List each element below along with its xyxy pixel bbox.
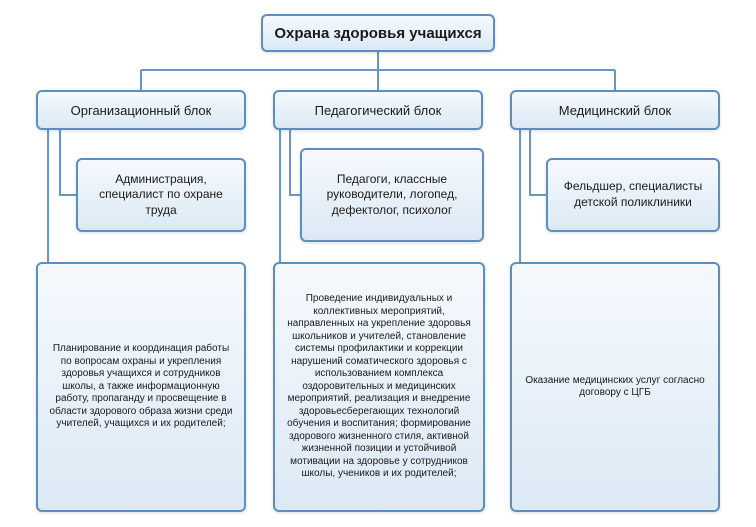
branch-header-label: Организационный блок (71, 103, 212, 118)
branch-detail-org: Планирование и координация работы по воп… (36, 262, 246, 512)
branch-header-ped: Педагогический блок (273, 90, 483, 130)
root-label: Охрана здоровья учащихся (274, 25, 481, 42)
branch-header-label: Медицинский блок (559, 103, 672, 118)
branch-detail-text: Проведение индивидуальных и коллективных… (285, 293, 473, 481)
branch-sub-org: Администрация, специалист по охране труд… (76, 158, 246, 232)
branch-detail-text: Планирование и координация работы по воп… (48, 343, 234, 431)
root-node: Охрана здоровья учащихся (261, 14, 495, 52)
branch-sub-med: Фельдшер, специалисты детской поликлиник… (546, 158, 720, 232)
branch-sub-label: Администрация, специалист по охране труд… (86, 172, 236, 219)
branch-header-label: Педагогический блок (315, 103, 442, 118)
branch-sub-label: Фельдшер, специалисты детской поликлиник… (556, 179, 710, 210)
branch-sub-ped: Педагоги, классные руководители, логопед… (300, 148, 484, 242)
branch-detail-ped: Проведение индивидуальных и коллективных… (273, 262, 485, 512)
branch-detail-text: Оказание медицинских услуг согласно дого… (522, 375, 708, 400)
branch-sub-label: Педагоги, классные руководители, логопед… (310, 172, 474, 219)
branch-header-med: Медицинский блок (510, 90, 720, 130)
branch-detail-med: Оказание медицинских услуг согласно дого… (510, 262, 720, 512)
branch-header-org: Организационный блок (36, 90, 246, 130)
